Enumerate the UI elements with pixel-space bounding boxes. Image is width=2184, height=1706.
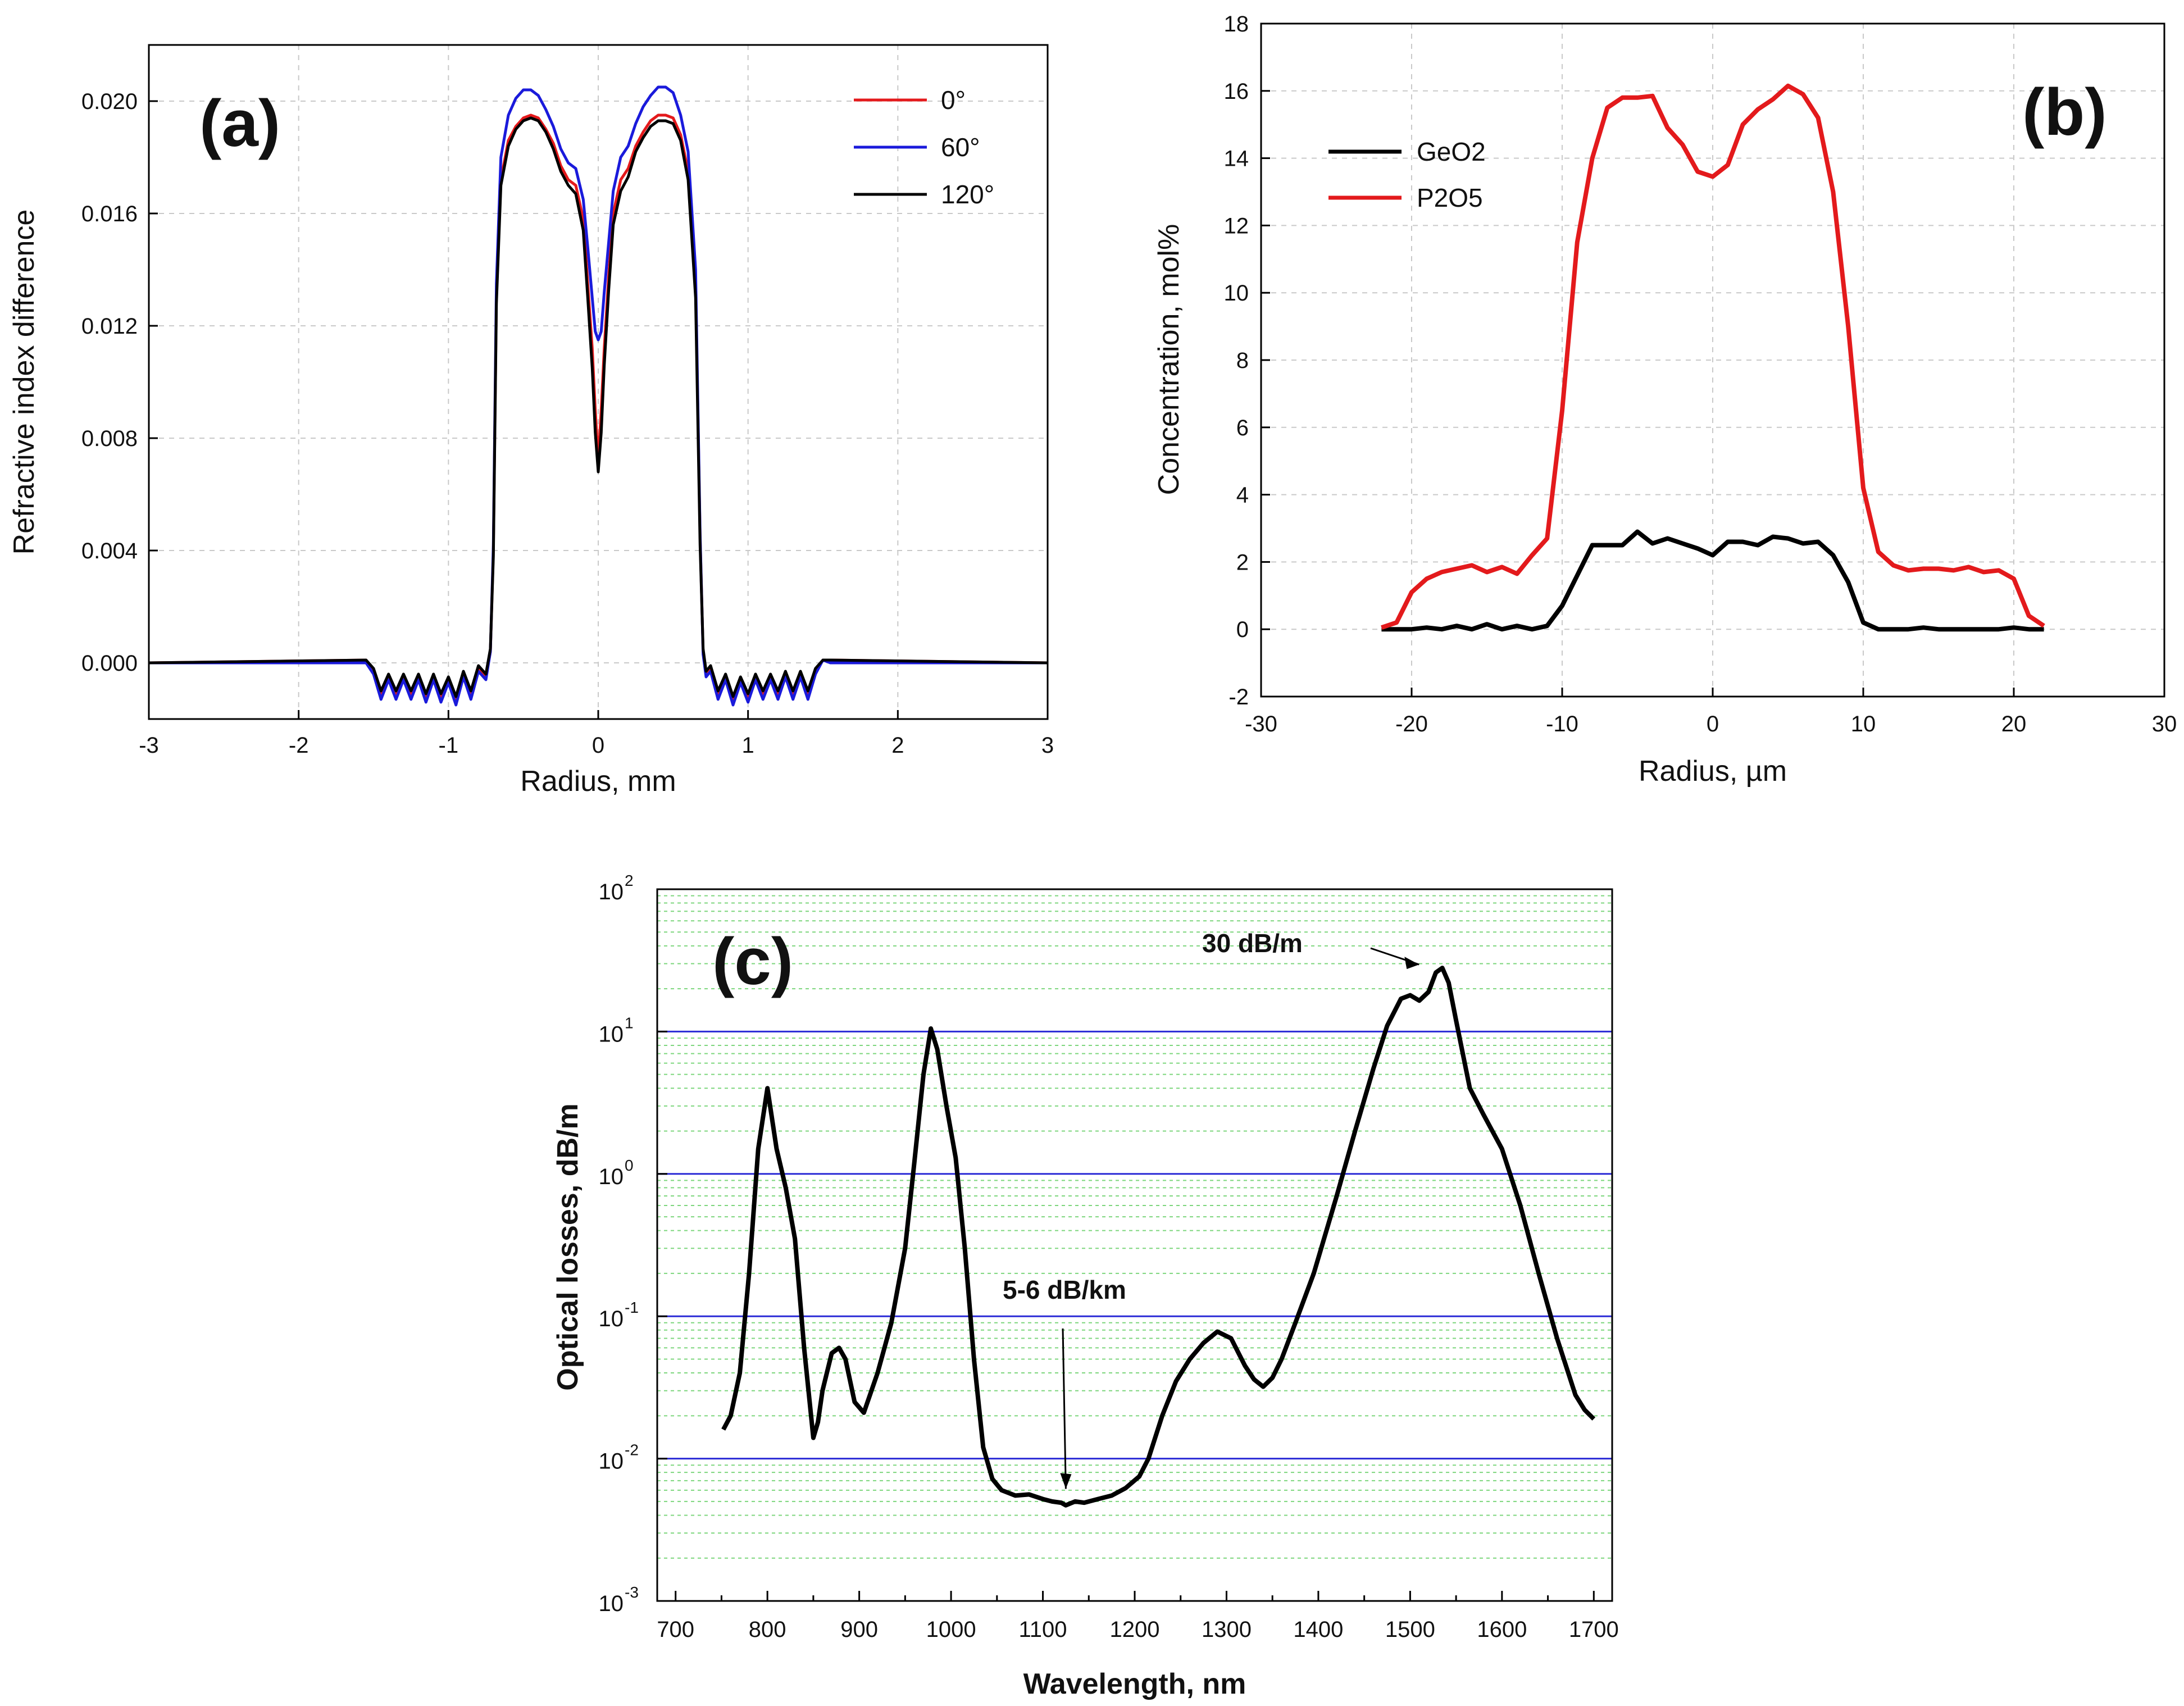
y-tick-label: 0.000 <box>81 651 138 676</box>
legend-label-120deg: 120° <box>941 180 994 209</box>
x-tick-label: 700 <box>657 1617 694 1642</box>
x-tick-label: 1000 <box>926 1617 976 1642</box>
panel-b-series <box>1381 83 2045 632</box>
y-tick-label: 0.016 <box>81 202 138 226</box>
series-line <box>721 966 1596 1508</box>
y-tick-label: 10 <box>599 1022 624 1047</box>
panel-b-x-axis-label: Radius, µm <box>1639 755 1787 788</box>
legend-label-0deg: 0° <box>941 85 966 115</box>
x-tick-label: 30 <box>2152 712 2177 736</box>
x-tick-label: -20 <box>1395 712 1428 736</box>
x-tick-label: 800 <box>749 1617 786 1642</box>
panel-b-legend: GeO2 P2O5 <box>1328 137 1486 212</box>
x-tick-label: 0 <box>1707 712 1719 736</box>
y-tick-label: 16 <box>1224 79 1249 104</box>
panel-c-x-axis-label: Wavelength, nm <box>1023 1668 1246 1700</box>
legend-label-geo2: GeO2 <box>1417 137 1486 166</box>
panel-a-grid <box>149 45 1048 719</box>
y-tick-label: 2 <box>1236 550 1249 575</box>
x-tick-label: 20 <box>2001 712 2027 736</box>
y-tick-exponent: 0 <box>625 1157 634 1174</box>
x-tick-label: -30 <box>1245 712 1277 736</box>
y-tick-exponent: -2 <box>625 1441 639 1459</box>
x-tick-label: 1500 <box>1385 1617 1435 1642</box>
annotation-5-6dbkm: 5-6 dB/km <box>1003 1275 1126 1304</box>
x-tick-label: 1400 <box>1293 1617 1343 1642</box>
series-line <box>1381 529 2044 632</box>
y-tick-exponent: -1 <box>625 1299 639 1316</box>
x-tick-label: 900 <box>840 1617 878 1642</box>
annotation-30dbm: 30 dB/m <box>1202 929 1303 958</box>
y-tick-label: 14 <box>1224 147 1249 171</box>
x-tick-label: -10 <box>1546 712 1578 736</box>
panel-c-annotations: 30 dB/m 5-6 dB/km <box>1003 929 1419 1489</box>
x-tick-label: 1 <box>742 733 754 758</box>
series-line <box>148 116 1048 698</box>
x-tick-label: 1600 <box>1477 1617 1527 1642</box>
panel-a-y-ticks: 0.000 0.004 0.008 0.012 0.016 0.020 <box>81 89 158 676</box>
panel-a-series <box>148 85 1048 707</box>
x-tick-label: 1100 <box>1019 1617 1067 1642</box>
x-tick-label: -2 <box>289 733 309 758</box>
y-tick-label: 4 <box>1236 483 1249 508</box>
panel-b-y-axis-label: Concentration, mol% <box>1153 224 1185 495</box>
y-tick-exponent: -3 <box>625 1584 639 1601</box>
panel-c-x-ticks: 700 800 900 1000 1100 1200 1300 1400 1500 1600 170… <box>657 1591 1619 1642</box>
annotation-30dbm-arrowhead <box>1404 957 1419 970</box>
series-line <box>1381 83 2045 630</box>
legend-label-60deg: 60° <box>941 133 980 162</box>
y-tick-label: 0.012 <box>81 314 138 339</box>
x-tick-label: 10 <box>1851 712 1876 736</box>
x-tick-label: 1300 <box>1202 1617 1252 1642</box>
panel-c-grid <box>657 895 1612 1559</box>
x-tick-label: 1700 <box>1569 1617 1619 1642</box>
panel-c-optical-losses-chart: 700 800 900 1000 1100 1200 1300 1400 1500 1600 170… <box>552 872 1619 1700</box>
x-tick-label: 0 <box>592 733 604 758</box>
y-tick-label: 0.008 <box>81 426 138 451</box>
panel-a-legend: 0° 60° 120° <box>854 85 994 209</box>
y-tick-label: 10 <box>599 1307 624 1331</box>
series-line <box>149 85 1048 707</box>
y-tick-label: 0.004 <box>81 539 138 563</box>
panel-c-y-axis-label: Optical losses, dB/m <box>552 1103 584 1391</box>
annotation-5-6dbkm-arrowhead <box>1060 1473 1072 1489</box>
x-tick-label: -3 <box>139 733 159 758</box>
legend-label-p2o5: P2O5 <box>1417 183 1483 212</box>
panel-a-label: (a) <box>199 87 280 161</box>
y-tick-label: 10 <box>599 1591 624 1616</box>
panel-a-x-ticks: -3 -2 -1 0 1 2 3 <box>139 710 1054 758</box>
y-tick-label: 10 <box>599 1449 624 1474</box>
x-tick-label: 3 <box>1041 733 1054 758</box>
x-tick-label: 1200 <box>1110 1617 1160 1642</box>
y-tick-label: 0 <box>1236 617 1249 642</box>
y-tick-exponent: 2 <box>625 872 634 889</box>
panel-c-plot-frame <box>656 888 1613 1602</box>
panel-a-refractive-index-chart: -3 -2 -1 0 1 2 3 0.000 0.004 0.008 0.012 0.016 0.02… <box>8 44 1054 798</box>
y-tick-label: 10 <box>599 1164 624 1189</box>
y-tick-label: 8 <box>1236 348 1249 373</box>
y-tick-label: 6 <box>1236 416 1249 440</box>
panel-c-label: (c) <box>712 925 793 999</box>
y-tick-label: 18 <box>1224 12 1249 37</box>
y-tick-label: -2 <box>1229 685 1249 709</box>
y-tick-label: 10 <box>599 880 624 904</box>
panel-b-y-ticks: -2 0 2 4 6 8 10 12 14 16 18 <box>1224 12 1270 709</box>
x-tick-label: 2 <box>891 733 904 758</box>
y-tick-label: 0.020 <box>81 89 138 114</box>
y-tick-label: 10 <box>1224 281 1249 306</box>
annotation-5-6dbkm-arrow <box>1062 1328 1067 1489</box>
y-tick-exponent: 1 <box>625 1014 634 1031</box>
y-tick-label: 12 <box>1224 213 1249 238</box>
panel-c-series <box>721 966 1596 1508</box>
panel-a-x-axis-label: Radius, mm <box>520 765 676 798</box>
panel-b-label: (b) <box>2022 75 2107 149</box>
panel-b-x-ticks: -30 -20 -10 0 10 20 30 <box>1245 688 2177 736</box>
panel-a-y-axis-label: Refractive index difference <box>8 210 40 555</box>
x-tick-label: -1 <box>439 733 459 758</box>
